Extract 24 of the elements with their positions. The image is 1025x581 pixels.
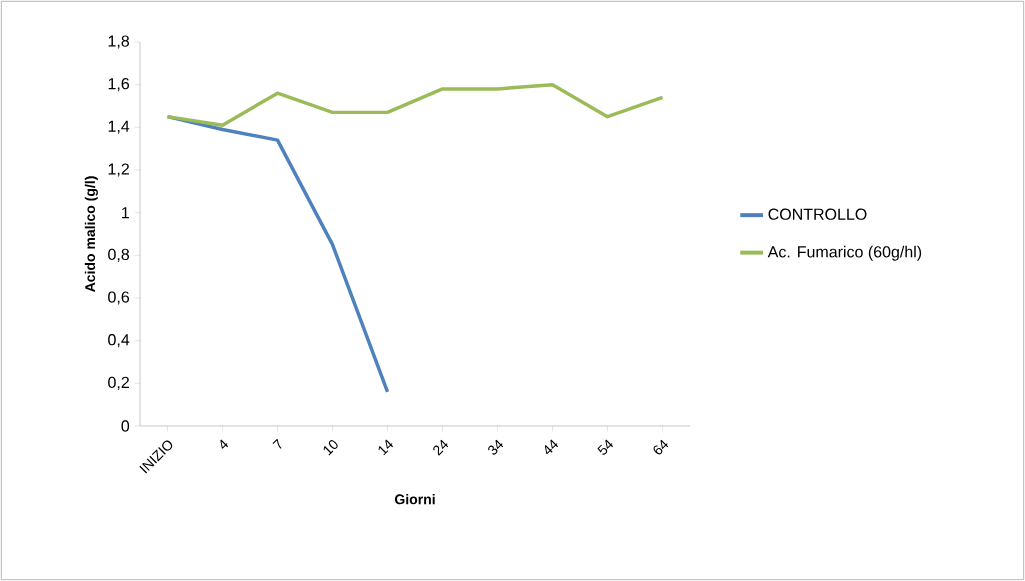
- legend-label: CONTROLLO: [768, 208, 867, 220]
- y-tick-label: 0,8: [108, 248, 130, 262]
- x-tick-label: 54: [597, 439, 614, 455]
- y-tick-label: 1,6: [108, 78, 130, 92]
- y-tick-label: 0,2: [108, 376, 129, 390]
- y-tick-label: 1,8: [108, 35, 130, 49]
- y-axis-title: Acido malico (g/l): [84, 176, 98, 292]
- y-tick-label: 0,6: [108, 291, 130, 305]
- y-tick-label: 1: [122, 207, 129, 219]
- y-tick-label: 1,2: [108, 163, 129, 177]
- y-tick-label: 0: [121, 420, 130, 432]
- x-tick-label: 4: [220, 439, 229, 449]
- x-tick-label: 14: [378, 439, 394, 456]
- x-tick-label: 34: [488, 439, 504, 455]
- y-tick-label: 0,4: [108, 334, 130, 348]
- x-tick-label: 44: [544, 439, 559, 455]
- x-tick-label: 7: [272, 438, 282, 449]
- x-tick-label: 24: [433, 439, 449, 456]
- x-axis-title: Giorni: [394, 493, 435, 505]
- x-tick-label: 64: [653, 439, 669, 455]
- line-series: [165, 82, 665, 127]
- legend-label: Ac. Fumarico (60g/hl): [767, 245, 922, 261]
- x-tick-label: 10: [323, 440, 338, 456]
- y-tick-label: 1,4: [108, 120, 130, 134]
